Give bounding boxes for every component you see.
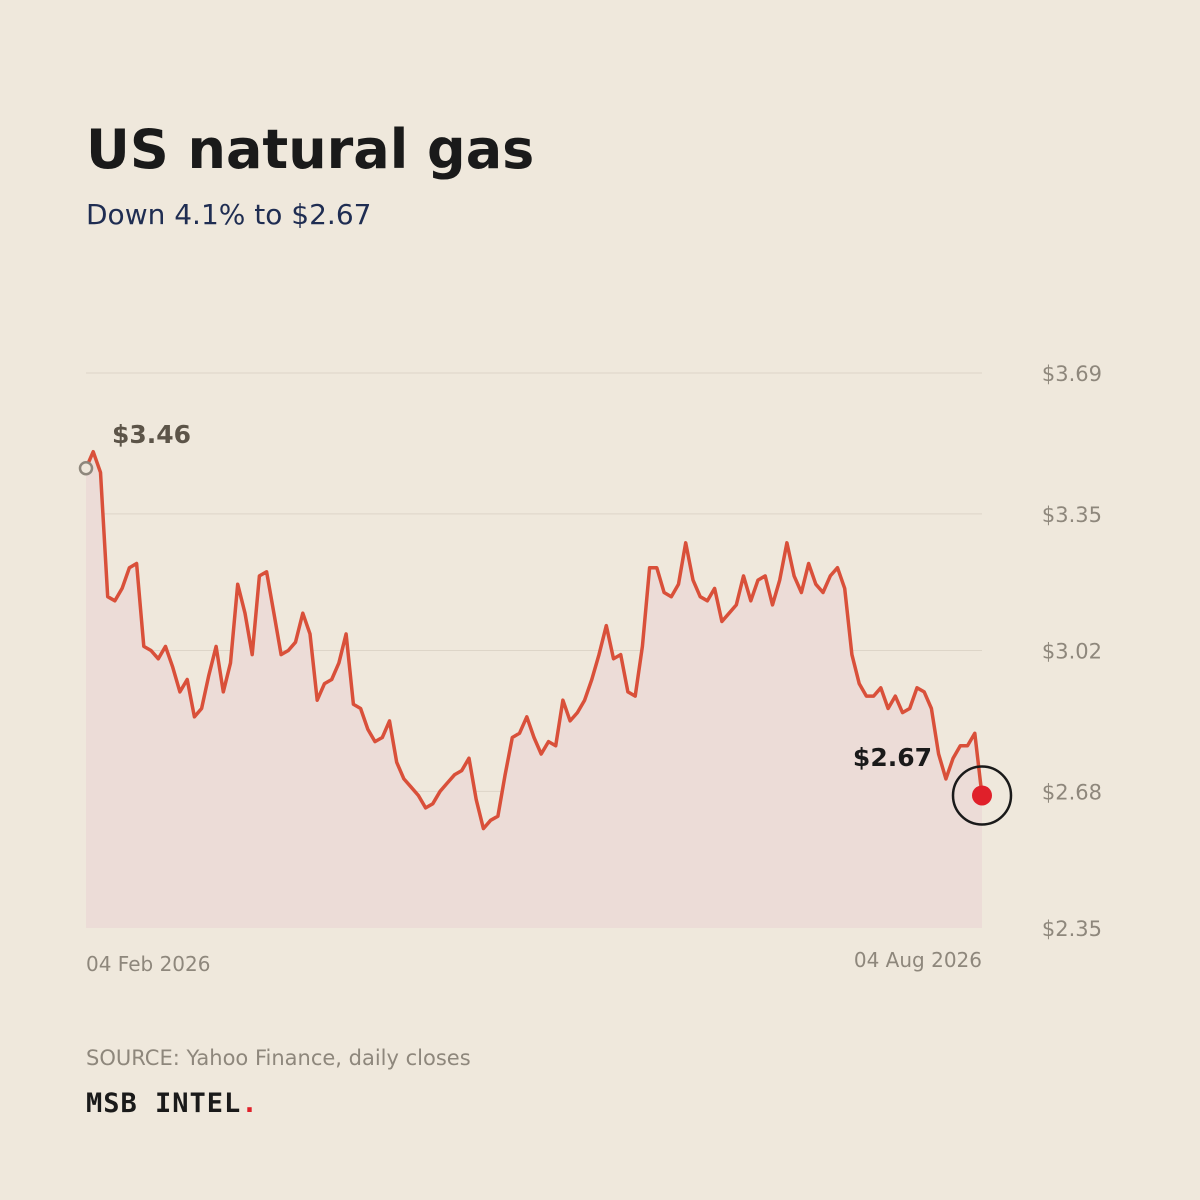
brand-logo: MSB INTEL. <box>86 1088 259 1119</box>
chart-subtitle: Down 4.1% to $2.67 <box>86 198 372 231</box>
y-tick-label: $3.02 <box>1042 640 1102 664</box>
brand-name: MSB INTEL <box>86 1088 242 1119</box>
end-point-ring <box>951 765 1013 826</box>
end-value-label: $2.67 <box>853 743 932 772</box>
x-axis: 04 Feb 2026 04 Aug 2026 <box>86 948 982 976</box>
y-tick-label: $3.69 <box>1042 362 1102 386</box>
markers: $3.46 $2.67 <box>78 420 1013 826</box>
end-point-marker <box>972 785 992 806</box>
series-line <box>84 449 984 831</box>
x-tick-label: 04 Aug 2026 <box>854 948 982 972</box>
y-tick-label: $2.68 <box>1042 780 1102 804</box>
x-tick-label: 04 Feb 2026 <box>86 952 210 976</box>
y-axis: $3.69 $3.35 $3.02 $2.68 $2.35 <box>1042 362 1102 941</box>
chart-title: US natural gas <box>86 118 535 181</box>
start-value-label: $3.46 <box>112 420 191 449</box>
y-tick-label: $2.35 <box>1042 917 1102 941</box>
start-point-marker <box>78 461 94 476</box>
y-tick-label: $3.35 <box>1042 503 1102 527</box>
source-note: SOURCE: Yahoo Finance, daily closes <box>86 1046 471 1070</box>
price-chart: $3.69$3.35$3.02$2.68$2.35 04 Feb 2026 04 … <box>78 362 1102 976</box>
area-fill <box>86 451 982 928</box>
brand-dot: . <box>241 1088 259 1119</box>
